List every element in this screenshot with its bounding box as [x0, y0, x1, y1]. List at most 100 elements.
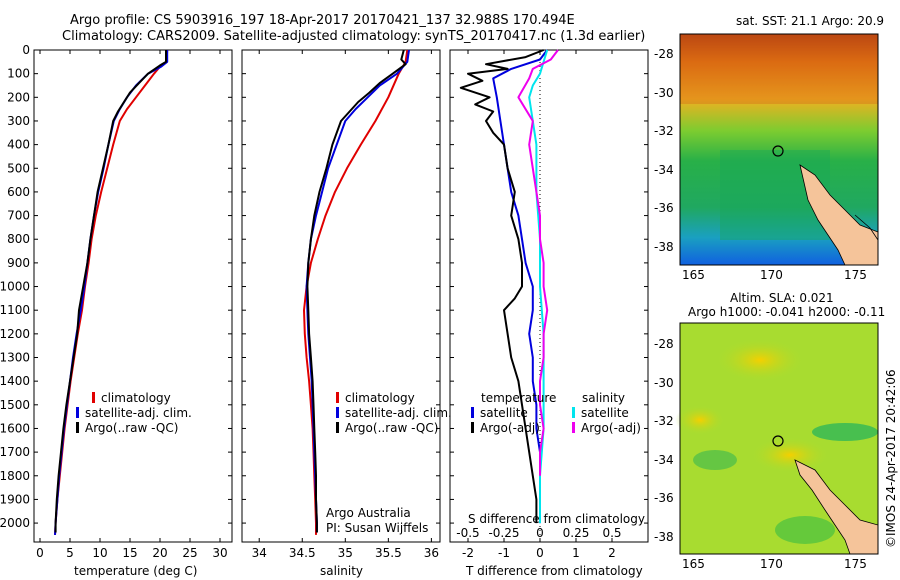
xtick-label: 5 [66, 546, 74, 560]
series-line-satellite [54, 50, 169, 535]
sst-map-ytick: -28 [654, 47, 674, 61]
imos-credit: ©IMOS 24-Apr-2017 20:42:06 [884, 369, 898, 548]
sla-map-ytick: -32 [654, 414, 674, 428]
legend-item-s-satellite: satellite [572, 406, 629, 420]
sla-map-argo-marker [772, 435, 784, 447]
xtick-top-label: 0 [536, 526, 544, 540]
legend-item-s-argo: Argo(-adj) [572, 421, 641, 435]
xtick-label: 2 [608, 546, 616, 560]
legend-swatch-t-argo [471, 422, 474, 433]
legend-item-satellite: satellite-adj. clim. [76, 406, 192, 420]
ytick-label: 1600 [0, 421, 30, 435]
temperature-panel-frame [33, 49, 233, 543]
xtick-label: 35 [338, 546, 353, 560]
xtick-top-label: -0.25 [488, 526, 519, 540]
sst-map-ytick: -34 [654, 163, 674, 177]
legend-swatch-satellite [336, 407, 339, 418]
legend-label: climatology [101, 391, 171, 405]
series-line-magenta [517, 49, 559, 476]
ytick-label: 800 [7, 232, 30, 246]
series-line-climatology [303, 49, 409, 535]
xtick-label: 34.5 [289, 546, 316, 560]
series-line-satellite [305, 49, 410, 533]
salinity-xlabel: salinity [320, 564, 364, 578]
salinity-chart: 34 34.5 35 35.5 36 [242, 49, 440, 560]
ytick-label: 900 [7, 256, 30, 270]
xtick-label: 20 [152, 546, 167, 560]
xtick-label: 36 [424, 546, 439, 560]
sst-map [679, 33, 879, 266]
ytick-label: 400 [7, 138, 30, 152]
legend-item-t-satellite: satellite [471, 406, 528, 420]
xtick-label: -1 [498, 546, 510, 560]
legend-title-temperature: temperature [481, 391, 557, 405]
xtick-label: 35.5 [375, 546, 402, 560]
ytick-label: 2000 [0, 516, 30, 530]
ytick-label: 1300 [0, 351, 30, 365]
legend-item-t-argo: Argo(-adj) [471, 421, 540, 435]
xtick-label: 25 [182, 546, 197, 560]
ytick-label: 1400 [0, 374, 30, 388]
legend-label: satellite [480, 406, 528, 420]
legend-item-argo: Argo(..raw -QC) [336, 421, 438, 435]
salinity-panel-frame [241, 49, 441, 543]
ytick-label: 300 [7, 114, 30, 128]
legend-swatch-t-satellite [471, 407, 474, 418]
ytick-label: 1700 [0, 445, 30, 459]
sst-map-xtick: 165 [682, 268, 705, 282]
salinity-annotation-2: PI: Susan Wijffels [326, 521, 429, 535]
header-line-2: Climatology: CARS2009. Satellite-adjuste… [62, 29, 646, 44]
legend-swatch-argo [76, 422, 79, 433]
sst-map-ytick: -38 [654, 240, 674, 254]
xtick-label: 15 [122, 546, 137, 560]
legend-swatch-s-satellite [572, 407, 575, 418]
legend-item-climatology: climatology [92, 391, 171, 405]
legend-swatch-climatology [92, 392, 95, 403]
legend-title-salinity: salinity [582, 391, 626, 405]
sst-map-ytick: -30 [654, 86, 674, 100]
difference-panel-frame [449, 49, 649, 543]
sst-map-ytick: -32 [654, 124, 674, 138]
legend-item-climatology: climatology [336, 391, 415, 405]
sst-map-ytick: -36 [654, 201, 674, 215]
series-line-argo [54, 50, 167, 533]
xtick-top-label: 0.5 [602, 526, 621, 540]
ytick-label: 1500 [0, 398, 30, 412]
legend-swatch-climatology [336, 392, 339, 403]
xtick-label: 30 [212, 546, 227, 560]
sst-map-title: sat. SST: 21.1 Argo: 20.9 [736, 14, 885, 28]
legend-label: Argo(..raw -QC) [85, 421, 179, 435]
sst-map-xtick: 170 [760, 268, 783, 282]
ytick-label: 500 [7, 161, 30, 175]
legend-swatch-argo [336, 422, 339, 433]
ytick-label: 100 [7, 67, 30, 81]
ytick-label: 1800 [0, 469, 30, 483]
sla-map-xtick: 165 [682, 557, 705, 571]
xtick-label: -2 [462, 546, 474, 560]
legend-swatch-s-argo [572, 422, 575, 433]
sla-map-ytick: -38 [654, 530, 674, 544]
ytick-label: 700 [7, 209, 30, 223]
legend-label: satellite [581, 406, 629, 420]
xtick-top-label: 0.25 [563, 526, 590, 540]
xtick-label: 1 [572, 546, 580, 560]
difference-chart: -2 -1 0 1 2 -0.5 -0.25 0 0.25 0.5 [450, 49, 648, 560]
sst-map-xtick: 175 [844, 268, 867, 282]
xtick-label: 34 [252, 546, 267, 560]
header-line-1: Argo profile: CS 5903916_197 18-Apr-2017… [70, 13, 575, 28]
legend-label: satellite-adj. clim. [345, 406, 452, 420]
difference-top-xlabel: S difference from climatology [468, 512, 645, 526]
series-line-satellite [492, 49, 548, 524]
series-line-climatology [54, 49, 169, 535]
sst-map-argo-marker [772, 145, 784, 157]
legend-label: Argo(..raw -QC) [345, 421, 439, 435]
salinity-annotation-1: Argo Australia [326, 506, 411, 520]
legend-item-satellite: satellite-adj. clim. [336, 406, 452, 420]
xtick-label: 0 [536, 546, 544, 560]
temperature-chart: 0100200300400500600700800900100011001200… [0, 43, 232, 560]
ytick-label: 200 [7, 90, 30, 104]
difference-xlabel: T difference from climatology [466, 564, 643, 578]
legend-item-argo: Argo(..raw -QC) [76, 421, 178, 435]
sla-map-ytick: -30 [654, 376, 674, 390]
